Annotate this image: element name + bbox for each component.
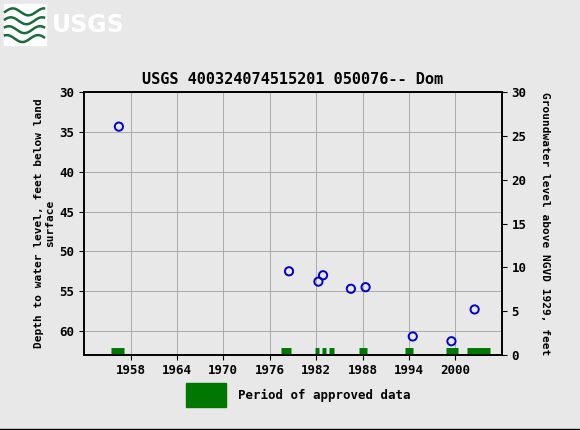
Point [314, 278, 323, 285]
Point [284, 268, 293, 275]
Point [447, 338, 456, 345]
Bar [4, 4, 46, 46]
Text: Period of approved data: Period of approved data [238, 389, 410, 402]
Title: USGS 400324074515201 050076-- Dom: USGS 400324074515201 050076-- Dom [142, 72, 444, 87]
Y-axis label: Groundwater level above NGVD 1929, feet: Groundwater level above NGVD 1929, feet [541, 92, 550, 355]
Point [318, 272, 328, 279]
Point [346, 286, 356, 292]
Point [470, 306, 479, 313]
Text: USGS: USGS [52, 13, 125, 37]
Bar [186, 384, 226, 407]
Point [114, 123, 124, 130]
Y-axis label: Depth to water level, feet below land
surface: Depth to water level, feet below land su… [34, 99, 55, 348]
Point [408, 333, 418, 340]
Point [361, 284, 370, 291]
